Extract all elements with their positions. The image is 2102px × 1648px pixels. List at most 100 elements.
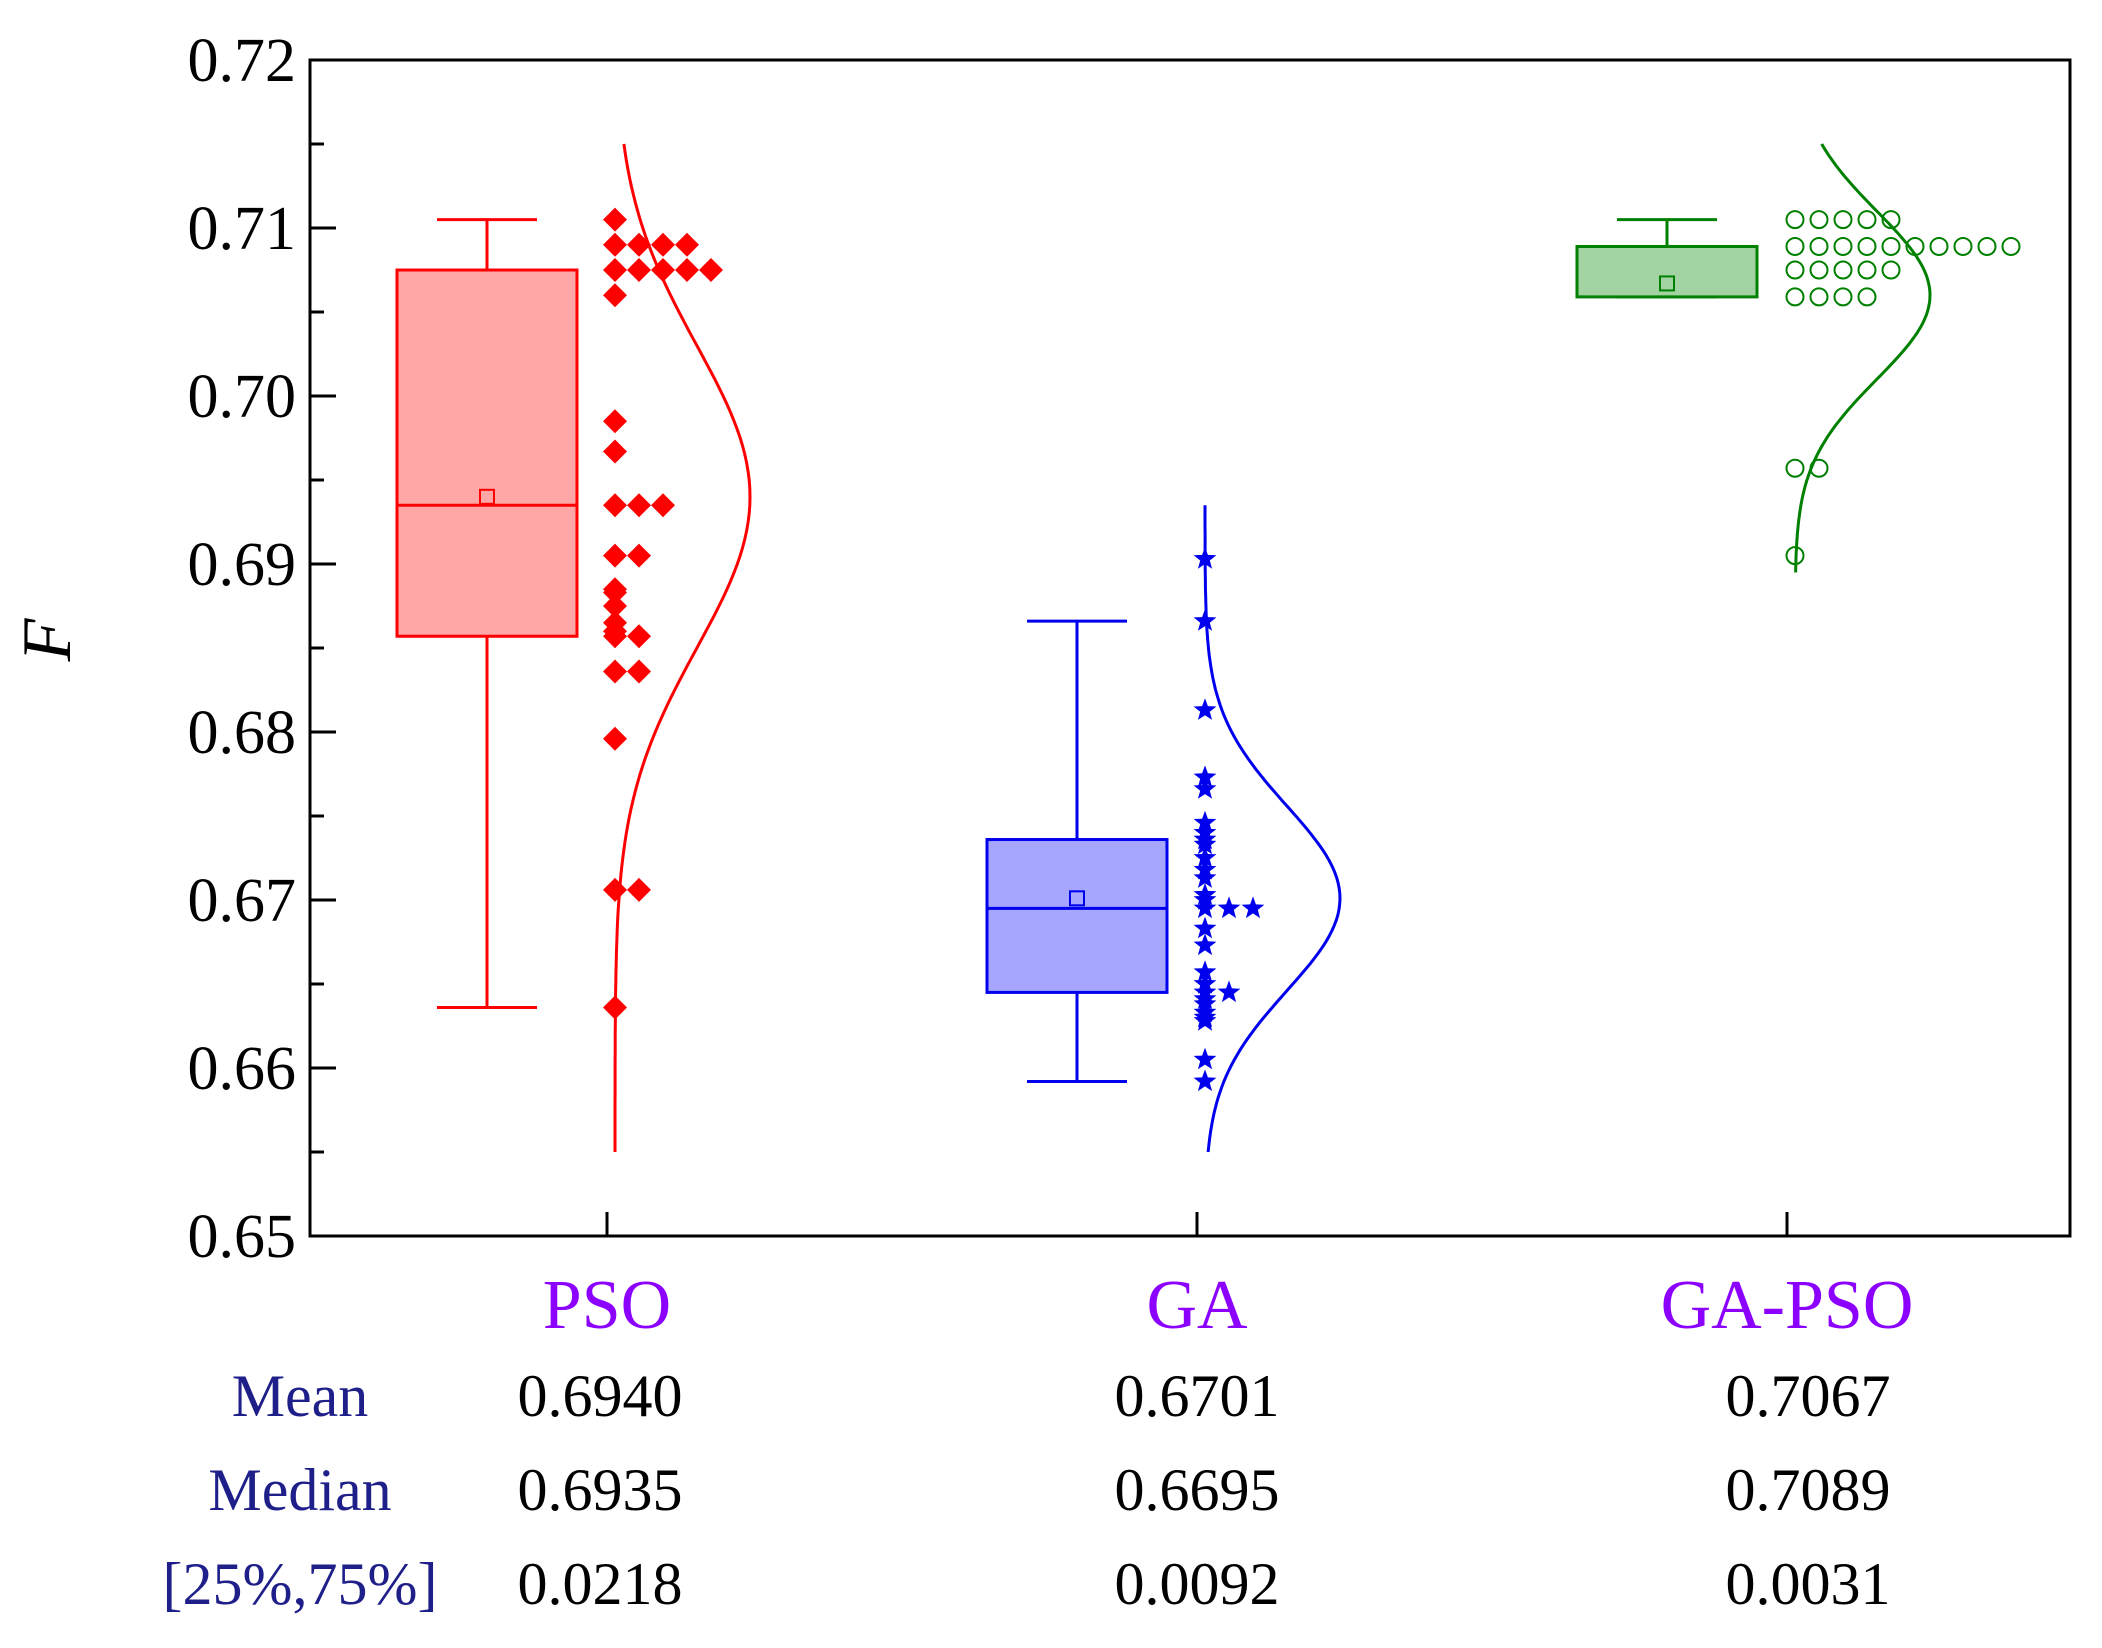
- data-point: [1809, 236, 1829, 256]
- category-label-ga-pso: GA-PSO: [1661, 1267, 1914, 1344]
- data-point: [1833, 260, 1853, 280]
- data-point: [1193, 1009, 1217, 1031]
- data-point: [675, 232, 699, 257]
- data-point: [1193, 609, 1217, 631]
- data-point: [1193, 960, 1217, 982]
- data-point: [603, 493, 627, 518]
- y-tick-label: 0.65: [188, 1203, 297, 1271]
- data-point: [627, 543, 651, 568]
- data-point: [1193, 777, 1217, 799]
- data-point: [627, 659, 651, 684]
- y-tick-label: 0.71: [188, 195, 297, 263]
- data-point: [603, 995, 627, 1020]
- data-point: [1881, 210, 1901, 230]
- data-point: [1241, 896, 1265, 919]
- series-ga-pso: [1575, 143, 2021, 573]
- data-point: [627, 877, 651, 902]
- data-point: [1809, 458, 1829, 478]
- data-point: [699, 258, 723, 282]
- category-label-pso: PSO: [543, 1267, 671, 1344]
- data-point: [1857, 236, 1877, 256]
- stat-row-label: [25%,75%]: [163, 1551, 438, 1617]
- data-point: [1785, 236, 1805, 256]
- distribution-curve: [1203, 505, 1342, 1153]
- y-tick-label: 0.70: [188, 363, 297, 431]
- stat-row-label: Median: [208, 1457, 391, 1523]
- data-point: [1881, 260, 1901, 280]
- data-point: [603, 659, 627, 684]
- stat-value: 0.7067: [1726, 1363, 1891, 1429]
- data-point: [1193, 547, 1217, 569]
- data-point: [1977, 236, 1997, 256]
- stats-table: Mean 0.6940 0.6701 0.7067 Median 0.6935 0.6695…: [163, 1363, 1891, 1617]
- box: [395, 268, 579, 638]
- mean-marker: [1069, 890, 1085, 907]
- data-point: [627, 493, 651, 518]
- category-label-ga: GA: [1146, 1267, 1248, 1344]
- data-point: [603, 258, 627, 282]
- data-point: [1217, 980, 1241, 1003]
- box: [985, 838, 1169, 994]
- data-point: [1785, 287, 1805, 307]
- data-point: [1785, 210, 1805, 230]
- data-point: [1193, 1069, 1217, 1092]
- data-point: [603, 624, 627, 649]
- data-point: [1953, 236, 1973, 256]
- data-point: [1217, 896, 1241, 919]
- series-ga: [985, 505, 1342, 1153]
- data-point: [651, 258, 675, 282]
- data-point: [651, 232, 675, 257]
- data-point: [1193, 916, 1217, 939]
- data-point: [603, 439, 627, 464]
- data-point: [1193, 1047, 1217, 1070]
- y-tick-label: 0.69: [188, 531, 297, 599]
- distribution-curve: [1794, 143, 1932, 573]
- y-tick-label: 0.72: [188, 27, 297, 95]
- data-point: [1785, 458, 1805, 478]
- plot-area: 0.65 0.66 0.67 0.68 0.69 0.70 0.71 0.72 PSO GA GA-…: [188, 27, 2072, 1344]
- data-point: [1929, 236, 1949, 256]
- data-point: [603, 283, 627, 308]
- data-point: [627, 232, 651, 257]
- stat-row-label: Mean: [232, 1363, 369, 1429]
- data-point: [603, 232, 627, 257]
- plot-frame: [308, 58, 2072, 1238]
- data-point: [1833, 236, 1853, 256]
- data-point: [1193, 896, 1217, 919]
- data-point: [1809, 287, 1829, 307]
- data-point: [1857, 287, 1877, 307]
- data-point: [1905, 236, 1925, 256]
- data-point: [603, 409, 627, 434]
- data-point: [1857, 210, 1877, 230]
- stat-value: 0.0092: [1115, 1551, 1280, 1617]
- data-point: [603, 877, 627, 902]
- distribution-curve: [613, 143, 752, 1152]
- data-point: [1193, 765, 1217, 788]
- data-point: [1881, 236, 1901, 256]
- stat-value: 0.6940: [518, 1363, 683, 1429]
- data-point: [1193, 866, 1217, 888]
- data-point: [1809, 210, 1829, 230]
- data-point: [651, 493, 675, 518]
- data-point: [1785, 260, 1805, 280]
- data-point: [603, 594, 627, 618]
- stat-value: 0.6935: [518, 1457, 683, 1523]
- data-point: [603, 580, 627, 605]
- data-point: [1193, 846, 1217, 868]
- data-point: [603, 726, 627, 751]
- stat-value: 0.7089: [1726, 1457, 1891, 1523]
- mean-marker: [479, 488, 495, 505]
- data-point: [2001, 236, 2021, 256]
- y-axis-title: F: [9, 617, 86, 662]
- box: [1575, 244, 1759, 299]
- stat-value: 0.6701: [1115, 1363, 1280, 1429]
- data-point: [603, 207, 627, 232]
- data-point: [627, 258, 651, 282]
- mean-marker: [1659, 275, 1675, 292]
- stat-value: 0.6695: [1115, 1457, 1280, 1523]
- y-tick-label: 0.68: [188, 699, 297, 767]
- data-point: [1193, 698, 1217, 720]
- data-point: [603, 543, 627, 568]
- data-point: [1193, 832, 1217, 855]
